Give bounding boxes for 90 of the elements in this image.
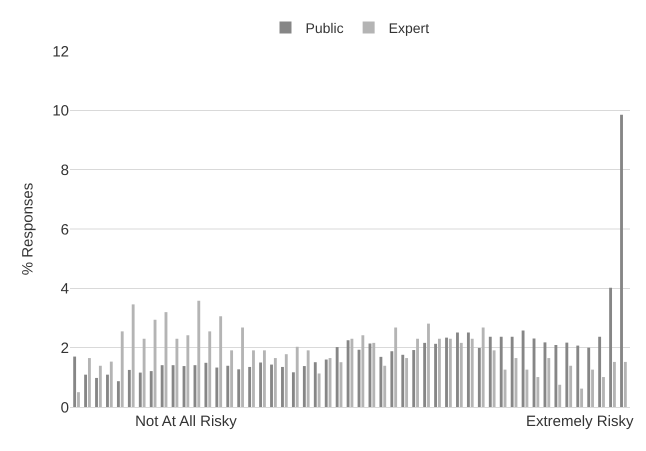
y-tick-label: 4 — [60, 280, 69, 298]
bar — [438, 338, 441, 407]
bar — [132, 304, 135, 407]
bar — [609, 288, 612, 407]
bar — [77, 392, 80, 407]
bar — [565, 342, 568, 407]
bar — [602, 377, 605, 407]
bar — [423, 342, 426, 407]
bar — [230, 350, 234, 407]
bar — [106, 374, 109, 407]
bar — [95, 378, 98, 407]
bar — [270, 364, 273, 407]
bar — [379, 356, 382, 407]
bar — [466, 332, 470, 407]
y-tick-label: 2 — [60, 340, 69, 357]
bar — [204, 362, 208, 407]
bar — [394, 327, 398, 407]
bar — [510, 336, 514, 407]
bar — [390, 351, 394, 407]
bar — [536, 377, 540, 407]
bar — [302, 366, 306, 407]
bar — [215, 368, 218, 407]
bar — [427, 324, 430, 407]
bar — [154, 320, 156, 407]
bar — [554, 345, 558, 407]
bar — [346, 340, 350, 407]
bar — [172, 365, 175, 407]
y-tick-label: 12 — [52, 43, 69, 60]
bar — [434, 344, 438, 407]
bar — [448, 338, 452, 407]
bar — [532, 338, 536, 407]
bar — [274, 358, 277, 407]
bar — [525, 370, 528, 407]
bar — [612, 362, 616, 407]
y-tick-label: 6 — [60, 221, 69, 238]
bar — [160, 365, 164, 407]
bar — [336, 347, 339, 407]
y-tick-label: 8 — [60, 162, 69, 179]
bar — [368, 344, 372, 407]
bar — [84, 374, 88, 407]
bar — [569, 366, 572, 407]
bar — [340, 362, 342, 407]
bar — [350, 338, 354, 407]
bar — [194, 365, 196, 407]
bar — [182, 366, 186, 407]
bar — [175, 338, 178, 407]
bar — [88, 358, 91, 407]
bar — [504, 370, 506, 407]
legend-label: Expert — [388, 20, 430, 36]
bar — [358, 350, 360, 407]
bar — [98, 366, 102, 407]
bar — [514, 358, 518, 407]
bar — [361, 335, 364, 407]
bar — [416, 338, 419, 407]
x-tick-label: Not At All Risky — [135, 413, 238, 430]
bar — [248, 366, 252, 407]
y-axis-title: % Responses — [20, 182, 37, 276]
bar — [262, 350, 266, 407]
bar — [598, 336, 602, 407]
bar — [219, 316, 222, 407]
bar — [142, 338, 146, 407]
bar — [456, 332, 459, 407]
bar — [328, 358, 332, 407]
y-tick-label: 10 — [52, 102, 69, 120]
bar — [281, 366, 284, 407]
bar — [478, 348, 481, 407]
bar — [492, 350, 496, 407]
bar — [252, 350, 255, 407]
bar — [482, 327, 485, 407]
bar — [306, 350, 310, 407]
legend-label: Public — [306, 20, 344, 36]
bar — [164, 312, 168, 407]
bar — [591, 370, 594, 407]
bar — [318, 373, 321, 407]
bar — [624, 362, 627, 407]
bar — [522, 330, 525, 407]
bar — [128, 370, 131, 407]
bar — [544, 342, 546, 407]
bar — [580, 388, 584, 407]
bar — [620, 114, 623, 407]
bar — [186, 335, 190, 407]
bar — [73, 356, 76, 407]
y-tick-label: 0 — [60, 399, 69, 416]
bar — [116, 381, 120, 407]
bar — [445, 338, 448, 407]
bar — [405, 358, 408, 407]
x-tick-label: Extremely Risky — [526, 413, 634, 430]
bar — [259, 362, 262, 407]
bar — [241, 327, 244, 407]
bar — [292, 372, 295, 407]
